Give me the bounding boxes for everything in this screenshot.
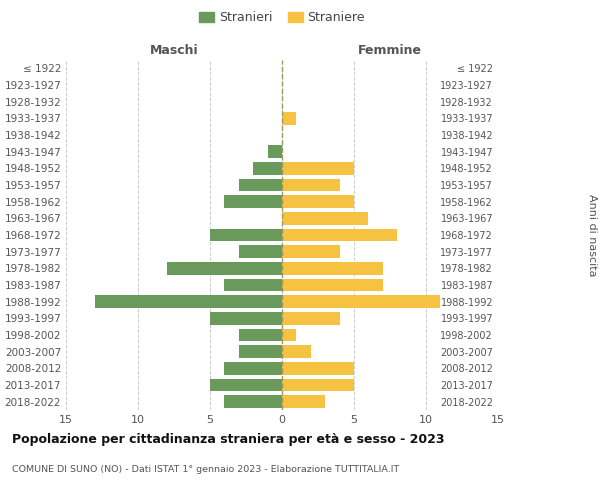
- Legend: Stranieri, Straniere: Stranieri, Straniere: [199, 11, 365, 24]
- Bar: [210, 312, 282, 324]
- Bar: [282, 312, 340, 324]
- Bar: [282, 379, 354, 391]
- Bar: [239, 246, 282, 258]
- Bar: [282, 262, 383, 274]
- Bar: [282, 246, 340, 258]
- Text: Maschi: Maschi: [149, 44, 199, 57]
- Bar: [95, 296, 282, 308]
- Bar: [253, 162, 282, 174]
- Bar: [282, 162, 354, 174]
- Bar: [282, 229, 397, 241]
- Bar: [282, 396, 325, 408]
- Bar: [282, 212, 368, 224]
- Bar: [239, 346, 282, 358]
- Bar: [282, 362, 354, 374]
- Bar: [268, 146, 282, 158]
- Bar: [167, 262, 282, 274]
- Text: Anni di nascita: Anni di nascita: [587, 194, 597, 276]
- Bar: [224, 362, 282, 374]
- Bar: [224, 396, 282, 408]
- Bar: [210, 379, 282, 391]
- Bar: [224, 279, 282, 291]
- Bar: [282, 296, 440, 308]
- Bar: [282, 179, 340, 192]
- Text: Popolazione per cittadinanza straniera per età e sesso - 2023: Popolazione per cittadinanza straniera p…: [12, 432, 445, 446]
- Bar: [282, 346, 311, 358]
- Bar: [282, 112, 296, 124]
- Text: COMUNE DI SUNO (NO) - Dati ISTAT 1° gennaio 2023 - Elaborazione TUTTITALIA.IT: COMUNE DI SUNO (NO) - Dati ISTAT 1° genn…: [12, 466, 399, 474]
- Bar: [239, 179, 282, 192]
- Bar: [282, 196, 354, 208]
- Bar: [224, 196, 282, 208]
- Bar: [282, 329, 296, 341]
- Text: Femmine: Femmine: [358, 44, 422, 57]
- Bar: [282, 279, 383, 291]
- Bar: [239, 329, 282, 341]
- Bar: [210, 229, 282, 241]
